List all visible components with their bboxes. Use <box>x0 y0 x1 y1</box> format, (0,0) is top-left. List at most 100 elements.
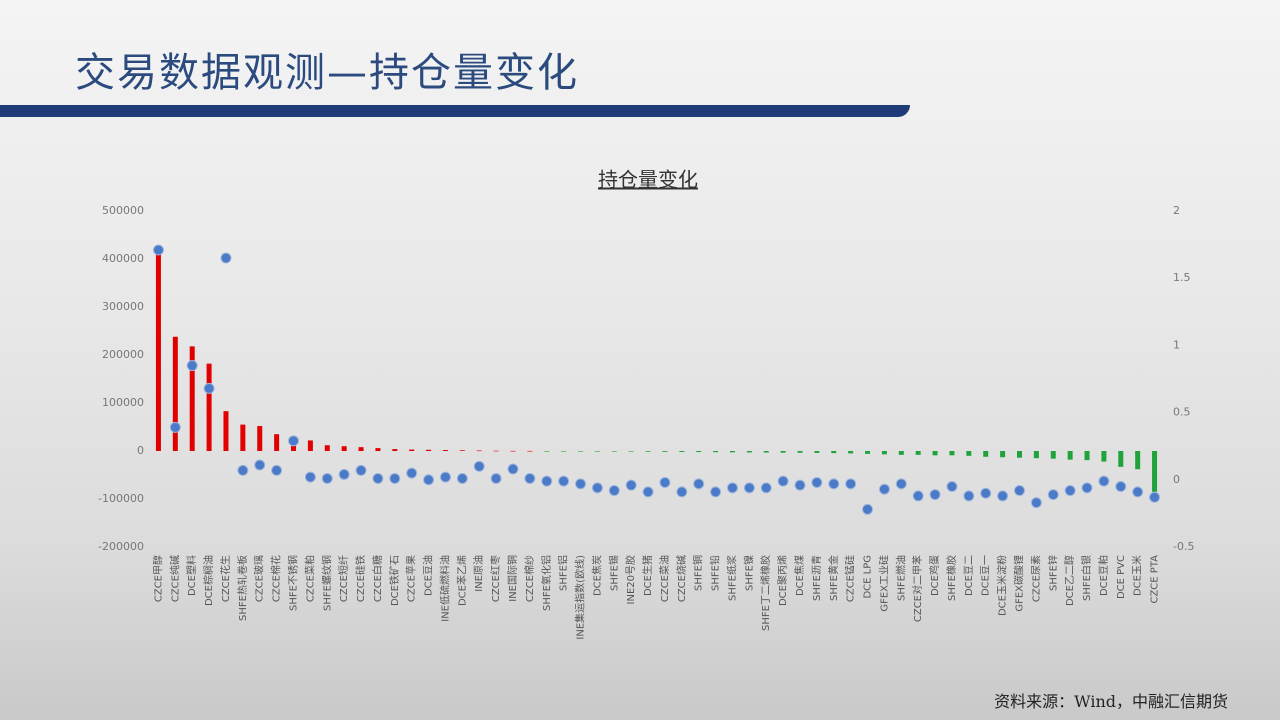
bar <box>578 451 584 452</box>
dot <box>693 478 705 490</box>
dot <box>743 482 755 494</box>
bar <box>696 451 702 453</box>
x-tick-label: SHFE丁二烯橡胶 <box>759 555 772 631</box>
bar <box>527 450 533 452</box>
x-tick-label: SHFE镍 <box>742 555 755 591</box>
x-tick-label: CZCE锰硅 <box>844 555 857 602</box>
dot <box>726 482 738 494</box>
dot <box>591 482 603 494</box>
bar <box>493 450 499 452</box>
y-tick-label: 400000 <box>102 252 144 265</box>
x-tick-label: SHFE锡 <box>607 555 620 591</box>
dot <box>271 464 283 476</box>
dot <box>760 482 772 494</box>
bar <box>898 451 904 455</box>
dot <box>946 481 958 493</box>
x-tick-label: SHFE螺纹钢 <box>320 555 333 611</box>
dot <box>895 478 907 490</box>
bar <box>544 451 550 452</box>
bar <box>240 424 246 451</box>
bar <box>358 447 364 451</box>
dot <box>878 483 890 495</box>
x-tick-label: DCE玉米 <box>1131 555 1144 596</box>
x-tick-label: CZCE玻璃 <box>253 555 266 602</box>
y2-tick-label: 2 <box>1173 204 1180 217</box>
x-tick-label: CZCE甲醇 <box>151 555 164 602</box>
x-tick-label: SHFE燃油 <box>894 555 907 601</box>
bar <box>1152 451 1158 492</box>
x-tick-label: CZCE棉纱 <box>523 555 536 602</box>
slide-title: 交易数据观测—持仓量变化 <box>75 50 579 96</box>
x-tick-label: DCE豆粕 <box>1097 555 1110 596</box>
dot <box>1081 482 1093 494</box>
dot <box>541 475 553 487</box>
y-tick-label: 0 <box>137 444 144 457</box>
dot <box>355 464 367 476</box>
bar <box>594 451 600 452</box>
x-tick-label: CZCE对二甲苯 <box>911 555 924 622</box>
dot <box>304 471 316 483</box>
bar <box>561 451 567 452</box>
bar <box>763 451 769 453</box>
dot <box>828 478 840 490</box>
x-tick-label: INE原油 <box>472 555 485 592</box>
bar <box>392 449 398 451</box>
x-tick-label: SHFE铝 <box>558 555 570 591</box>
bar <box>662 451 668 452</box>
chart-title: 持仓量变化 <box>598 168 698 192</box>
bar <box>409 449 415 451</box>
dot <box>372 472 384 484</box>
bar <box>307 440 313 451</box>
dot <box>912 490 924 502</box>
bar <box>645 451 651 452</box>
dot <box>980 487 992 499</box>
title-band <box>0 105 910 117</box>
x-tick-label: SHFE热轧卷板 <box>236 555 249 621</box>
dot <box>929 489 941 501</box>
dot <box>439 471 451 483</box>
dot <box>659 476 671 488</box>
x-tick-label: CZCE纯碱 <box>168 555 181 602</box>
x-tick-label: DCE苯乙烯 <box>455 555 468 606</box>
x-tick-label: DCE焦煤 <box>793 555 806 596</box>
bar <box>915 451 921 455</box>
dot <box>456 472 468 484</box>
dot <box>254 459 266 471</box>
dot <box>608 485 620 497</box>
bar <box>713 451 719 453</box>
bar <box>442 450 448 451</box>
x-tick-label: CZCE短纤 <box>337 555 350 602</box>
x-tick-label: CZCE PTA <box>1150 555 1161 604</box>
x-tick-label: CZCE红枣 <box>489 555 502 602</box>
x-tick-label: CZCE尿素 <box>1029 555 1042 602</box>
x-tick-label: INE集运指数(欧线) <box>574 555 587 640</box>
x-tick-label: INE国际铜 <box>507 555 519 602</box>
x-tick-label: CZCE菜粕 <box>303 555 316 602</box>
x-tick-label: SHFE橡胶 <box>945 555 958 601</box>
x-tick-label: DCE鸡蛋 <box>928 555 941 596</box>
bar <box>476 450 482 452</box>
dot <box>490 472 502 484</box>
x-tick-label: SHFE不锈钢 <box>287 555 300 611</box>
bar <box>223 411 229 451</box>
dot <box>406 467 418 479</box>
dot <box>997 490 1009 502</box>
dot <box>186 360 198 372</box>
x-tick-label: DCE焦炭 <box>590 555 603 596</box>
bar <box>983 451 989 457</box>
y2-tick-label: 0 <box>1173 473 1180 486</box>
bar <box>831 451 837 454</box>
dot <box>1047 489 1059 501</box>
x-tick-label: CZCE菜油 <box>658 555 671 602</box>
x-tick-label: DCE棕榈油 <box>202 555 215 606</box>
y-tick-label: 300000 <box>102 300 144 313</box>
bar <box>881 451 887 455</box>
dot <box>169 421 181 433</box>
dot <box>676 486 688 498</box>
bar <box>797 451 803 453</box>
bar <box>1135 451 1141 470</box>
dot <box>507 463 519 475</box>
x-tick-label: DCE铁矿石 <box>388 555 401 606</box>
dot <box>811 476 823 488</box>
